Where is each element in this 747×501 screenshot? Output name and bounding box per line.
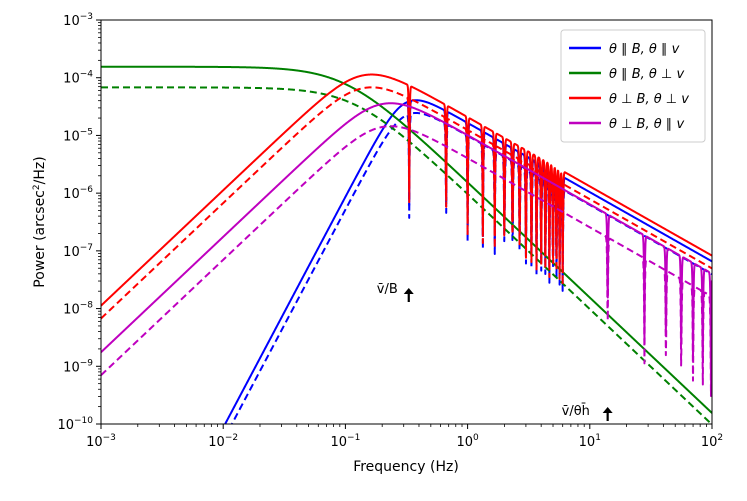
series-green-line — [101, 65, 712, 414]
series-layer — [101, 65, 712, 424]
y-tick-label: 10−8 — [63, 301, 93, 318]
x-tick-label: 10−2 — [208, 433, 238, 450]
y-tick-label: 10−5 — [63, 127, 93, 144]
y-tick-label: 10−10 — [57, 416, 93, 433]
legend-label-red: θ ⊥ B, θ ⊥ v — [609, 92, 689, 107]
x-axis-ticks: 10−3 10−2 10−1 100 101 102 — [86, 424, 723, 450]
y-tick-label: 10−7 — [63, 243, 93, 260]
x-axis-label: Frequency (Hz) — [353, 459, 459, 475]
legend-label-green: θ ∥ B, θ ⊥ v — [609, 67, 684, 82]
annotations: v̄/B v̄/θh̄ — [377, 282, 613, 421]
annotation-arrow-head — [602, 407, 613, 413]
x-tick-label: 10−1 — [330, 433, 360, 450]
y-axis-label: Power (arcsec2/Hz) — [32, 156, 48, 287]
legend-label-blue: θ ∥ B, θ ∥ v — [609, 42, 680, 57]
series-red-line — [101, 73, 712, 307]
series-blue-line — [224, 99, 712, 424]
series-magenta-line — [101, 102, 712, 374]
x-tick-label: 102 — [701, 433, 723, 450]
y-tick-label: 10−9 — [63, 358, 93, 375]
x-tick-label: 100 — [456, 433, 479, 450]
annotation-arrow-head — [403, 288, 414, 294]
x-tick-label: 10−3 — [86, 433, 116, 450]
series-green-dashed-line — [101, 86, 712, 424]
annotation-label: v̄/B — [377, 282, 398, 297]
x-tick-label: 101 — [579, 433, 601, 450]
legend-label-magenta: θ ⊥ B, θ ∥ v — [609, 117, 684, 132]
plot-frame — [100, 19, 713, 425]
y-axis-ticks: 10−10 10−9 10−8 10−7 10−6 10−5 10−4 10−3 — [57, 12, 101, 433]
legend-box — [560, 29, 706, 143]
annotation-label: v̄/θh̄ — [562, 404, 590, 419]
y-tick-label: 10−4 — [63, 70, 93, 87]
y-tick-label: 10−3 — [63, 12, 93, 29]
series-magenta-dashed-line — [101, 125, 712, 397]
legend: θ ∥ B, θ ∥ v θ ∥ B, θ ⊥ v θ ⊥ B, θ ⊥ v θ ⊥ … — [560, 29, 706, 143]
y-tick-label: 10−6 — [63, 185, 93, 202]
